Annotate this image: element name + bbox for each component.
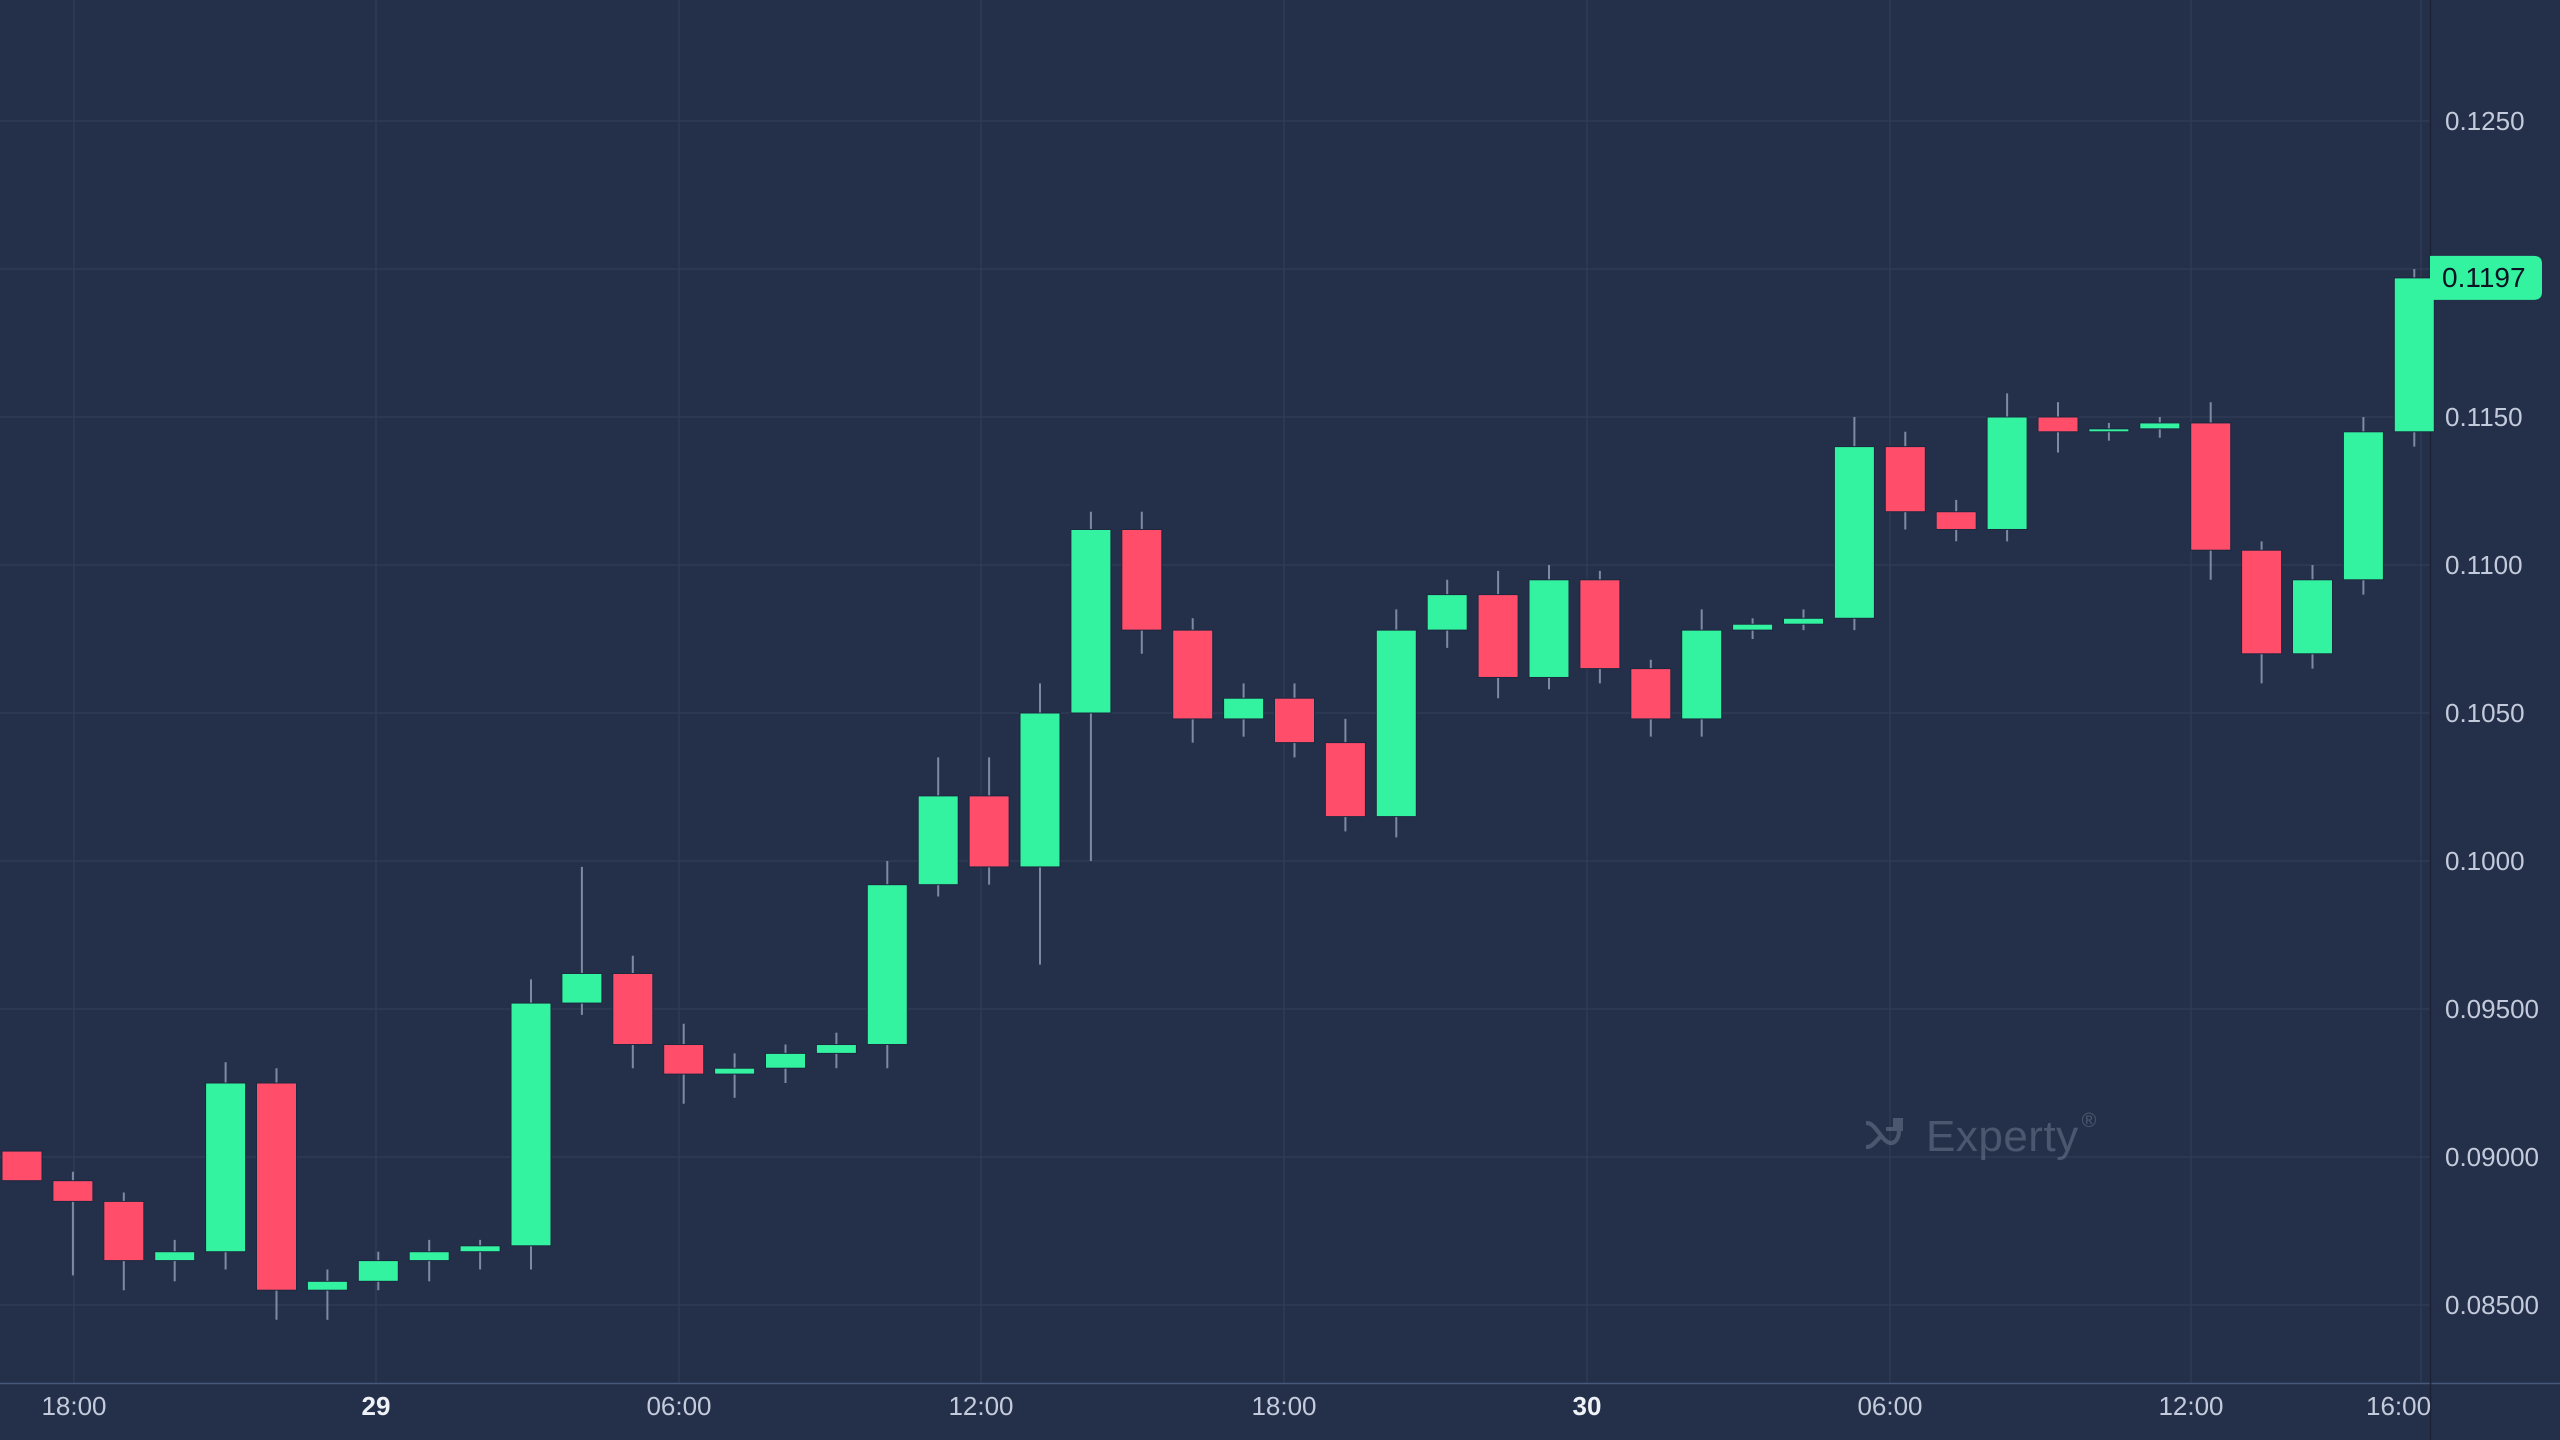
svg-text:0.1100: 0.1100	[2445, 550, 2523, 580]
svg-text:0.09500: 0.09500	[2445, 994, 2539, 1024]
svg-text:0.1197: 0.1197	[2442, 262, 2526, 293]
svg-text:0.1250: 0.1250	[2445, 106, 2525, 136]
svg-text:12:00: 12:00	[2158, 1391, 2223, 1421]
svg-text:0.09000: 0.09000	[2445, 1142, 2539, 1172]
svg-text:0.1000: 0.1000	[2445, 846, 2525, 876]
svg-text:0.08500: 0.08500	[2445, 1290, 2539, 1320]
svg-text:16:00: 16:00	[2366, 1391, 2431, 1421]
svg-text:0.1150: 0.1150	[2445, 402, 2523, 432]
svg-text:30: 30	[1573, 1391, 1602, 1421]
svg-text:12:00: 12:00	[948, 1391, 1013, 1421]
svg-text:29: 29	[362, 1391, 391, 1421]
svg-text:18:00: 18:00	[1251, 1391, 1316, 1421]
svg-text:0.1050: 0.1050	[2445, 698, 2525, 728]
svg-text:18:00: 18:00	[41, 1391, 106, 1421]
svg-text:06:00: 06:00	[646, 1391, 711, 1421]
svg-text:06:00: 06:00	[1857, 1391, 1922, 1421]
